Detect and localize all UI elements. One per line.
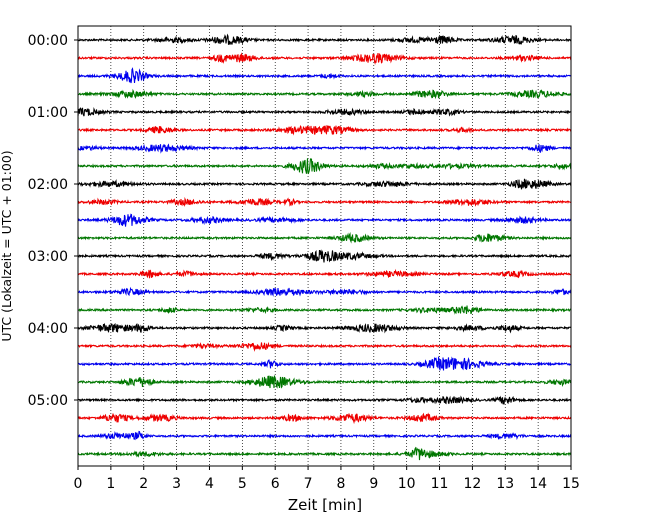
x-tick-label: 4: [205, 476, 214, 492]
x-tick-label: 15: [562, 476, 580, 492]
trace-line: [77, 124, 572, 136]
trace-line: [77, 178, 572, 190]
x-tick-label: 10: [398, 476, 416, 492]
trace-line: [77, 322, 572, 334]
y-tick-label: 05:00: [28, 393, 68, 409]
trace-line: [77, 196, 572, 208]
x-tick-label: 8: [336, 476, 345, 492]
y-axis-label: UTC (Lokalzeit = UTC + 01:00): [0, 150, 14, 341]
x-tick-label: 14: [529, 476, 547, 492]
x-tick-label: 12: [463, 476, 481, 492]
y-tick-label: 01:00: [28, 105, 68, 121]
x-axis: 0 1 2 3 4 5 6 7 8 9 10 11 12 13 14 15: [74, 466, 580, 492]
x-tick-label: 3: [172, 476, 181, 492]
y-tick-label: 02:00: [28, 177, 68, 193]
x-tick-label: 5: [238, 476, 247, 492]
y-tick-label: 03:00: [28, 249, 68, 265]
trace-line: [77, 67, 572, 84]
x-tick-label: 1: [106, 476, 115, 492]
grid-lines: [110, 26, 539, 466]
trace-line: [77, 231, 572, 244]
trace-line: [77, 88, 572, 100]
trace-line: [77, 355, 572, 371]
x-tick-label: 9: [369, 476, 378, 492]
trace-line: [77, 430, 572, 441]
trace-line: [77, 395, 572, 405]
x-axis-label: Zeit [min]: [288, 496, 362, 514]
trace-line: [77, 213, 572, 227]
x-tick-label: 13: [496, 476, 514, 492]
trace-line: [77, 107, 572, 117]
x-tick-label: 6: [271, 476, 280, 492]
y-tick-label: 04:00: [28, 321, 68, 337]
plot-area: [78, 26, 571, 466]
trace-line: [77, 446, 572, 461]
trace-line: [77, 412, 572, 425]
trace-line: [77, 52, 572, 65]
x-tick-label: 0: [74, 476, 83, 492]
trace-line: [77, 33, 572, 46]
trace-line: [77, 341, 572, 352]
y-tick-label: 00:00: [28, 33, 68, 49]
trace-line: [77, 286, 572, 297]
trace-line: [77, 268, 572, 279]
trace-line: [77, 143, 572, 154]
trace-line: [77, 375, 572, 389]
trace-line: [77, 305, 572, 315]
trace-line: [77, 158, 572, 175]
trace-group: [77, 33, 572, 461]
x-tick-label: 7: [304, 476, 313, 492]
trace-line: [77, 249, 572, 263]
x-tick-label: 11: [431, 476, 449, 492]
y-axis: 00:00 01:00 02:00 03:00 04:00 05:00: [28, 33, 78, 409]
plot-frame: [77, 25, 572, 467]
x-tick-label: 2: [139, 476, 148, 492]
